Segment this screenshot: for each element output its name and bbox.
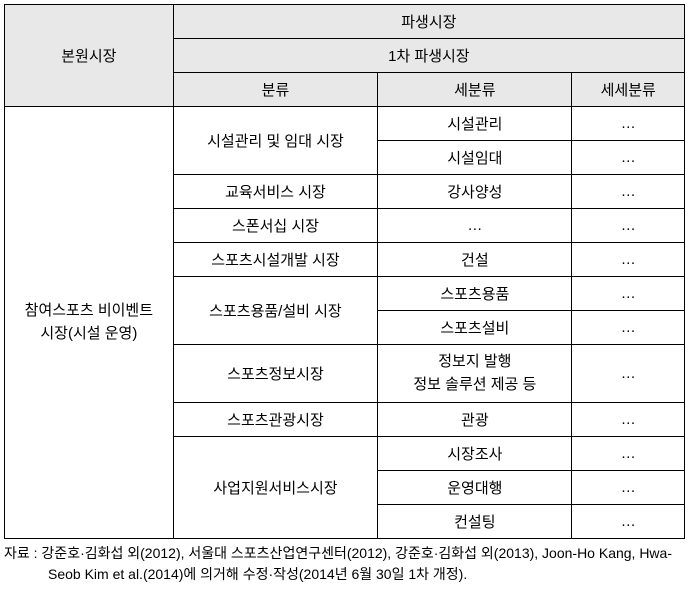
category-cell: 사업지원서비스시장	[173, 437, 378, 539]
subcategory-cell: 시설관리	[378, 107, 572, 141]
detail-cell: …	[572, 209, 685, 243]
main-market-cell: 참여스포츠 비이벤트시장(시설 운영)	[5, 107, 174, 539]
subcategory-cell: 시장조사	[378, 437, 572, 471]
market-table: 본원시장 파생시장 1차 파생시장 분류 세분류 세세분류 참여스포츠 비이벤트…	[4, 4, 685, 539]
subcategory-cell: …	[378, 209, 572, 243]
detail-cell: …	[572, 243, 685, 277]
detail-cell: …	[572, 141, 685, 175]
category-cell: 스포츠시설개발 시장	[173, 243, 378, 277]
subcategory-cell: 관광	[378, 403, 572, 437]
subcategory-cell: 컨설팅	[378, 505, 572, 539]
subcategory-cell: 시설임대	[378, 141, 572, 175]
category-cell: 시설관리 및 임대 시장	[173, 107, 378, 175]
subcategory-cell: 정보지 발행정보 솔루션 제공 등	[378, 345, 572, 403]
subcategory-cell: 강사양성	[378, 175, 572, 209]
category-cell: 스포츠정보시장	[173, 345, 378, 403]
header-derivative: 파생시장	[173, 5, 684, 39]
subcategory-cell: 스포츠용품	[378, 277, 572, 311]
footnote: 자료 : 강준호·김화섭 외(2012), 서울대 스포츠산업연구센터(2012…	[4, 543, 685, 585]
subcategory-cell: 건설	[378, 243, 572, 277]
header-main-market: 본원시장	[5, 5, 174, 107]
detail-cell: …	[572, 471, 685, 505]
subcategory-cell: 운영대행	[378, 471, 572, 505]
table-row: 참여스포츠 비이벤트시장(시설 운영)시설관리 및 임대 시장시설관리…	[5, 107, 685, 141]
category-cell: 스포츠관광시장	[173, 403, 378, 437]
detail-cell: …	[572, 403, 685, 437]
header-detail: 세세분류	[572, 73, 685, 107]
category-cell: 교육서비스 시장	[173, 175, 378, 209]
header-subcategory: 세분류	[378, 73, 572, 107]
detail-cell: …	[572, 277, 685, 311]
detail-cell: …	[572, 437, 685, 471]
table-body: 참여스포츠 비이벤트시장(시설 운영)시설관리 및 임대 시장시설관리…시설임대…	[5, 107, 685, 539]
header-primary-derivative: 1차 파생시장	[173, 39, 684, 73]
subcategory-cell: 스포츠설비	[378, 311, 572, 345]
detail-cell: …	[572, 345, 685, 403]
detail-cell: …	[572, 505, 685, 539]
header-category: 분류	[173, 73, 378, 107]
detail-cell: …	[572, 107, 685, 141]
category-cell: 스폰서십 시장	[173, 209, 378, 243]
detail-cell: …	[572, 175, 685, 209]
category-cell: 스포츠용품/설비 시장	[173, 277, 378, 345]
detail-cell: …	[572, 311, 685, 345]
